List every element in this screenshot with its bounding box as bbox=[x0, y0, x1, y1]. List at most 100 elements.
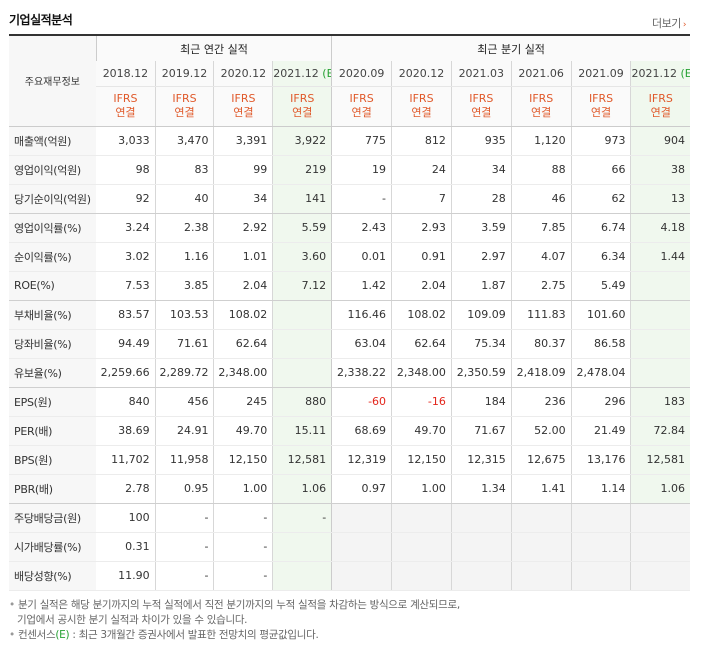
table-cell: 3,391 bbox=[213, 126, 273, 156]
table-cell: 83.57 bbox=[96, 300, 156, 330]
table-cell bbox=[510, 532, 572, 562]
financial-summary-table: 주요재무정보 최근 연간 실적 최근 분기 실적 2018.12 2019.12 2… bbox=[9, 34, 690, 591]
table-cell: 1.01 bbox=[213, 242, 273, 272]
table-cell: 11.90 bbox=[96, 561, 156, 591]
row-label: 유보율(%) bbox=[9, 358, 97, 388]
table-cell bbox=[391, 532, 452, 562]
table-cell: 111.83 bbox=[510, 300, 572, 330]
table-cell: - bbox=[213, 532, 273, 562]
table-cell: 38.69 bbox=[96, 416, 156, 446]
table-cell: 7.12 bbox=[272, 271, 332, 301]
row-label-header: 주요재무정보 bbox=[9, 34, 97, 127]
quarter-basis-4: IFRS 연결 bbox=[570, 86, 631, 127]
table-cell: -16 bbox=[391, 387, 452, 417]
table-cell bbox=[630, 329, 690, 359]
table-cell: 2,348.00 bbox=[391, 358, 452, 388]
table-cell: 71.61 bbox=[154, 329, 214, 359]
table-row: PBR(배) 2.78 0.95 1.00 1.06 0.97 1.00 1.34 1.41 1.… bbox=[9, 474, 690, 504]
table-cell: 12,150 bbox=[213, 445, 273, 475]
table-cell: 2.38 bbox=[154, 213, 214, 243]
table-cell: 108.02 bbox=[391, 300, 452, 330]
table-cell: 2,289.72 bbox=[154, 358, 214, 388]
table-cell: 2,418.09 bbox=[510, 358, 572, 388]
table-cell bbox=[570, 532, 631, 562]
table-cell: 98 bbox=[96, 155, 156, 185]
table-row: 순이익률(%) 3.02 1.16 1.01 3.60 0.01 0.91 2.97 4.07 6… bbox=[9, 242, 690, 272]
annual-basis-3: IFRS 연결 bbox=[272, 86, 332, 127]
table-row: 영업이익률(%) 3.24 2.38 2.92 5.59 2.43 2.93 3.59 7.85… bbox=[9, 213, 690, 243]
table-cell: 12,675 bbox=[510, 445, 572, 475]
more-label[interactable]: 더보기 bbox=[652, 17, 681, 30]
table-cell: 812 bbox=[391, 126, 452, 156]
table-cell: 2.04 bbox=[213, 271, 273, 301]
footnotes: • 분기 실적은 해당 분기까지의 누적 실적에서 직전 분기까지의 누적 실적… bbox=[9, 598, 460, 643]
table-cell: - bbox=[272, 503, 332, 533]
table-cell: 1.42 bbox=[331, 271, 392, 301]
table-cell: 296 bbox=[570, 387, 631, 417]
row-label: BPS(원) bbox=[9, 445, 97, 475]
row-label: 매출액(억원) bbox=[9, 126, 97, 156]
table-cell: 63.04 bbox=[331, 329, 392, 359]
section-title: 기업실적분석 bbox=[9, 13, 73, 27]
table-cell: 236 bbox=[510, 387, 572, 417]
table-cell: 68.69 bbox=[331, 416, 392, 446]
table-cell: 19 bbox=[331, 155, 392, 185]
table-cell: 456 bbox=[154, 387, 214, 417]
footnote-1-cont: 기업에서 공시한 분기 실적과 차이가 있을 수 있습니다. bbox=[17, 614, 248, 626]
table-cell: 2,338.22 bbox=[331, 358, 392, 388]
table-cell bbox=[570, 561, 631, 591]
table-cell: 72.84 bbox=[630, 416, 690, 446]
quarter-period-5: 2021.12 (E) bbox=[630, 61, 690, 87]
table-cell bbox=[630, 358, 690, 388]
table-cell: 2.43 bbox=[331, 213, 392, 243]
table-cell: 840 bbox=[96, 387, 156, 417]
chevron-right-icon: › bbox=[682, 20, 687, 30]
annual-header: 최근 연간 실적 bbox=[95, 34, 332, 61]
table-cell: 86.58 bbox=[570, 329, 631, 359]
table-cell bbox=[272, 329, 332, 359]
table-cell: 1.16 bbox=[154, 242, 214, 272]
annual-period-3: 2021.12 (E) bbox=[272, 61, 332, 87]
table-cell: 12,315 bbox=[450, 445, 512, 475]
table-cell: 109.09 bbox=[450, 300, 512, 330]
table-cell bbox=[570, 503, 631, 533]
table-cell: 34 bbox=[450, 155, 512, 185]
table-cell: 904 bbox=[630, 126, 690, 156]
table-row: 당좌비율(%) 94.49 71.61 62.64 63.04 62.64 75.34 80.… bbox=[9, 329, 690, 359]
footnote-1: • 분기 실적은 해당 분기까지의 누적 실적에서 직전 분기까지의 누적 실적… bbox=[9, 599, 460, 611]
row-label: 영업이익(억원) bbox=[9, 155, 97, 185]
table-cell: 3.24 bbox=[96, 213, 156, 243]
table-cell: 21.49 bbox=[570, 416, 631, 446]
table-cell: 88 bbox=[510, 155, 572, 185]
annual-basis-2: IFRS 연결 bbox=[213, 86, 273, 127]
table-row: 당기순이익(억원) 92 40 34 141-7 28 46 62 13 bbox=[9, 184, 690, 214]
table-cell bbox=[272, 532, 332, 562]
table-cell: 49.70 bbox=[213, 416, 273, 446]
table-cell bbox=[630, 532, 690, 562]
quarter-basis-3: IFRS 연결 bbox=[510, 86, 572, 127]
table-cell: 11,958 bbox=[154, 445, 214, 475]
table-cell bbox=[272, 358, 332, 388]
table-cell: 3.59 bbox=[450, 213, 512, 243]
table-cell: 34 bbox=[213, 184, 273, 214]
table-cell: 80.37 bbox=[510, 329, 572, 359]
table-cell: 141 bbox=[272, 184, 332, 214]
table-row: 배당성향(%) 11.90- - bbox=[9, 561, 690, 591]
table-row: BPS(원) 11,702 11,958 12,150 12,581 12,319 12,1… bbox=[9, 445, 690, 475]
table-cell: 108.02 bbox=[213, 300, 273, 330]
table-cell: 1.14 bbox=[570, 474, 631, 504]
table-cell: 38 bbox=[630, 155, 690, 185]
table-cell: 184 bbox=[450, 387, 512, 417]
table-cell: 245 bbox=[213, 387, 273, 417]
table-cell: -60 bbox=[331, 387, 392, 417]
table-cell bbox=[391, 561, 452, 591]
more-link[interactable]: 더보기 › bbox=[652, 15, 687, 31]
table-cell: 3.60 bbox=[272, 242, 332, 272]
table-cell: 13,176 bbox=[570, 445, 631, 475]
table-cell: 103.53 bbox=[154, 300, 214, 330]
row-label: ROE(%) bbox=[9, 271, 97, 301]
table-cell: 4.07 bbox=[510, 242, 572, 272]
table-cell: 28 bbox=[450, 184, 512, 214]
quarter-basis-2: IFRS 연결 bbox=[450, 86, 512, 127]
table-cell: 40 bbox=[154, 184, 214, 214]
